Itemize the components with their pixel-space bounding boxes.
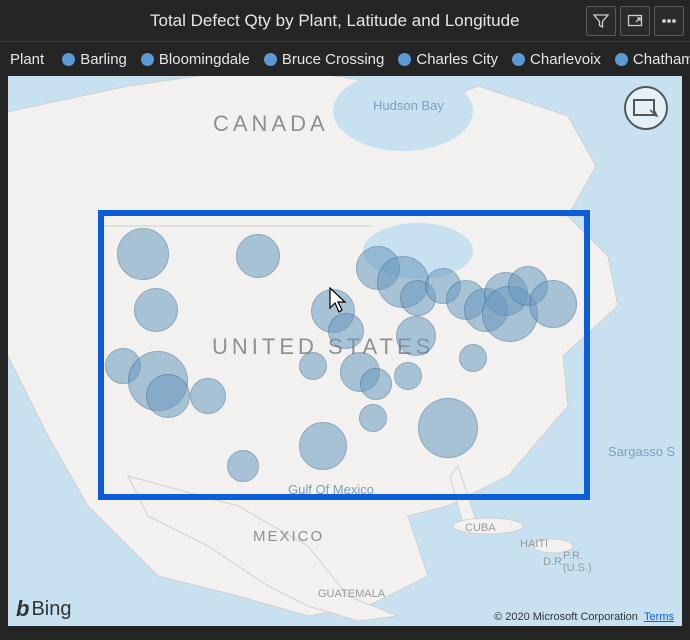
swatch-icon	[512, 53, 525, 66]
legend-item-barling[interactable]: Barling	[62, 51, 127, 68]
more-options-icon	[661, 13, 677, 29]
legend-item-label: Charlevoix	[530, 51, 601, 68]
legend-field-label: Plant	[10, 51, 44, 68]
filter-button[interactable]	[586, 6, 616, 36]
copyright-text: © 2020 Microsoft Corporation	[494, 611, 638, 623]
map-bubble[interactable]	[359, 404, 387, 432]
map-bubble[interactable]	[236, 234, 280, 278]
map-bubble[interactable]	[418, 398, 478, 458]
visual-title: Total Defect Qty by Plant, Latitude and …	[0, 11, 520, 31]
legend-item-bloomingdale[interactable]: Bloomingdale	[141, 51, 250, 68]
legend-item-label: Chatham	[633, 51, 690, 68]
map-attribution: © 2020 Microsoft Corporation Terms	[494, 611, 674, 623]
map-bubble[interactable]	[299, 352, 327, 380]
map-bubble[interactable]	[299, 422, 347, 470]
legend-item-label: Barling	[80, 51, 127, 68]
legend-item-bruce-crossing[interactable]: Bruce Crossing	[264, 51, 385, 68]
focus-mode-button[interactable]	[620, 6, 650, 36]
legend-item-label: Bruce Crossing	[282, 51, 385, 68]
swatch-icon	[141, 53, 154, 66]
map-bubble[interactable]	[529, 280, 577, 328]
header-actions	[586, 6, 684, 36]
swatch-icon	[398, 53, 411, 66]
swatch-icon	[264, 53, 277, 66]
map-bubble[interactable]	[227, 450, 259, 482]
map-bubble[interactable]	[396, 316, 436, 356]
map-visual: Total Defect Qty by Plant, Latitude and …	[0, 0, 690, 640]
map-bubble[interactable]	[190, 378, 226, 414]
terms-link[interactable]: Terms	[644, 611, 674, 623]
bing-b: b	[16, 596, 29, 622]
legend-item-label: Bloomingdale	[159, 51, 250, 68]
legend-item-charlevoix[interactable]: Charlevoix	[512, 51, 601, 68]
map-bubble[interactable]	[328, 313, 364, 349]
focus-icon	[633, 97, 659, 119]
bing-text: Bing	[31, 598, 71, 621]
visual-header: Total Defect Qty by Plant, Latitude and …	[0, 0, 690, 42]
focus-mode-icon	[627, 13, 643, 29]
more-options-button[interactable]	[654, 6, 684, 36]
map-bubble[interactable]	[146, 374, 190, 418]
swatch-icon	[615, 53, 628, 66]
map-bubble[interactable]	[117, 228, 169, 280]
map-bubble[interactable]	[134, 288, 178, 332]
legend-item-label: Charles City	[416, 51, 498, 68]
map-bubble[interactable]	[394, 362, 422, 390]
bing-logo: bBing	[16, 596, 71, 622]
drill-focus-badge[interactable]	[624, 86, 668, 130]
map-canvas[interactable]: CANADA UNITED STATES MEXICO Hudson Bay G…	[8, 76, 682, 626]
legend-bar: Plant Barling Bloomingdale Bruce Crossin…	[0, 42, 690, 76]
filter-icon	[593, 13, 609, 29]
map-bubble[interactable]	[360, 368, 392, 400]
map-bubble[interactable]	[459, 344, 487, 372]
basemap	[8, 76, 682, 626]
swatch-icon	[62, 53, 75, 66]
legend-item-charles-city[interactable]: Charles City	[398, 51, 498, 68]
legend-item-chatham[interactable]: Chatham	[615, 51, 690, 68]
